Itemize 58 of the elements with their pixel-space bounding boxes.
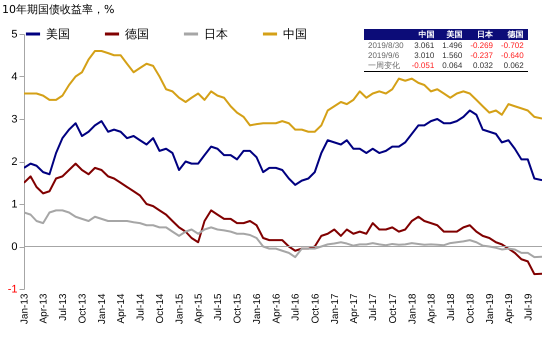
x-tick-label: Apr-15 [194, 293, 205, 324]
x-tick-label: Jul-14 [135, 293, 146, 321]
x-tick-label: Oct-14 [155, 293, 166, 324]
x-tick-label: Apr-19 [504, 293, 515, 324]
x-tick-label: Apr-14 [116, 293, 128, 324]
x-tick-label: Jan-14 [97, 293, 108, 324]
y-tick-label: 1 [11, 198, 18, 210]
x-tick-label: Apr-17 [348, 293, 360, 324]
legend-label: 日本 [204, 27, 228, 41]
annotation: -0.051 [410, 60, 436, 72]
x-tick-label: Oct-18 [465, 293, 476, 324]
y-tick-label: -1 [8, 284, 18, 296]
annotation: 0.032 [472, 60, 494, 72]
y-tick-label: 0 [11, 241, 18, 253]
annotation: -0.702 [500, 40, 525, 50]
x-tick-label: Jul-15 [212, 293, 224, 321]
legend-label: 美国 [46, 27, 70, 41]
annotation: 1.496 [441, 40, 464, 50]
annotation: 1.560 [441, 50, 464, 60]
y-tick-label: 5 [11, 28, 18, 40]
x-tick-label: Jul-13 [58, 293, 69, 321]
x-tick-label: Apr-13 [38, 293, 50, 324]
annotation: 2019/9/6 [367, 50, 400, 60]
x-tick-label: Oct-16 [310, 293, 322, 324]
x-tick-label: Jul-18 [446, 293, 457, 321]
legend-label: 中国 [283, 27, 307, 41]
y-tick-label: 3 [11, 114, 18, 126]
annotation: 0.064 [441, 60, 464, 72]
x-tick-label: Jul-16 [290, 293, 302, 321]
x-tick-label: Oct-13 [77, 293, 88, 324]
x-tick-label: Jan-16 [252, 293, 264, 324]
x-tick-label: Oct-15 [232, 293, 244, 324]
annotation: 美国 [438, 29, 466, 40]
x-tick-label: Jan-18 [407, 293, 418, 324]
x-tick-label: Jul-17 [368, 293, 380, 321]
annotation: -0.269 [469, 40, 494, 50]
x-tick-label: Jul-19 [523, 293, 534, 321]
annotation: 德国 [497, 29, 528, 40]
annotation: -0.237 [469, 50, 494, 60]
chart-title: 10年期国债收益率，% [2, 3, 114, 16]
y-tick-label: 4 [11, 71, 18, 83]
annotation: 日本 [466, 29, 497, 40]
annotation: 3.010 [413, 50, 436, 60]
x-tick-label: Jan-15 [174, 293, 186, 324]
annotation: 3.061 [413, 40, 436, 50]
x-tick-label: Oct-17 [388, 293, 399, 324]
legend-label: 德国 [125, 27, 149, 41]
x-tick-label: Jan-17 [330, 293, 341, 324]
annotation: 中国 [408, 29, 438, 40]
y-tick-label: 2 [11, 156, 18, 168]
x-tick-label: Apr-18 [426, 293, 438, 324]
annotation: -0.640 [500, 50, 525, 60]
x-tick-label: Apr-16 [271, 293, 282, 324]
annotation: 2019/8/30 [367, 40, 405, 50]
annotation: 0.062 [502, 60, 525, 72]
x-tick-label: Jan-19 [484, 293, 496, 324]
annotation: 一周变化 [367, 60, 401, 72]
x-tick-label: Jan-13 [20, 293, 30, 324]
